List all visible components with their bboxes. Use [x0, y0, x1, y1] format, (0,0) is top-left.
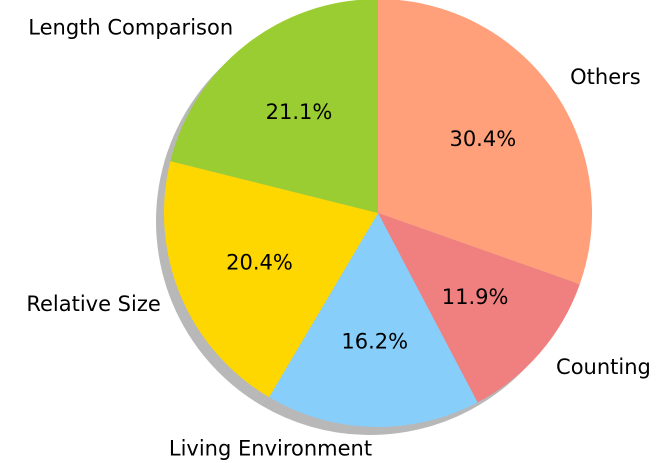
pct-label-relative-size: 20.4%	[226, 251, 293, 275]
slice-label-relative-size: Relative Size	[26, 292, 160, 316]
slice-others	[378, 0, 592, 285]
slice-counting	[378, 213, 580, 403]
slice-label-length-comparison: Length Comparison	[28, 15, 233, 39]
pct-label-length-comparison: 21.1%	[266, 100, 333, 124]
pct-label-counting: 11.9%	[442, 285, 509, 309]
pie-labels: 30.4% Others 11.9% Counting 16.2% Living Envi…	[26, 15, 651, 460]
pie-slices	[163, 0, 592, 427]
slice-label-living-environment: Living Environment	[169, 436, 372, 460]
slice-relative-size	[163, 161, 378, 398]
slice-length-comparison	[170, 0, 378, 213]
slice-label-counting: Counting	[556, 355, 651, 379]
pct-label-others: 30.4%	[449, 127, 516, 151]
slice-living-environment	[269, 213, 478, 427]
pct-label-living-environment: 16.2%	[341, 329, 408, 353]
slice-label-others: Others	[570, 65, 641, 89]
